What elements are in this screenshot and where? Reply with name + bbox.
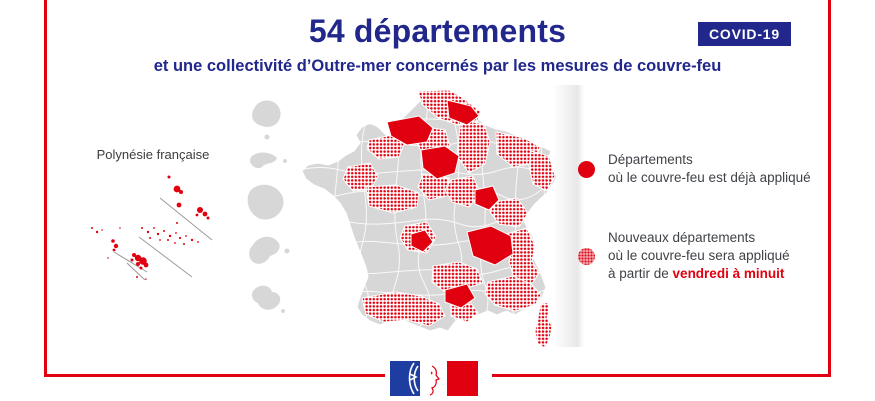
legend-upcoming-line3: à partir de vendredi à minuit bbox=[608, 265, 790, 283]
section-divider bbox=[552, 85, 585, 347]
frame-border-right bbox=[828, 0, 831, 377]
new-curfew-departments bbox=[342, 89, 556, 349]
logo-blue-block bbox=[390, 361, 420, 396]
logo-flag-waves bbox=[408, 362, 419, 395]
logo-face-cutout bbox=[440, 361, 447, 396]
legend-item-upcoming: Nouveaux départements où le couvre-feu s… bbox=[578, 229, 790, 283]
legend-applied-line2: où le couvre-feu est déjà appliqué bbox=[608, 170, 811, 185]
legend-upcoming-line2: où le couvre-feu sera appliqué bbox=[608, 248, 790, 263]
marianne-profile-icon bbox=[429, 365, 440, 396]
frame-border-bottom-left bbox=[44, 374, 385, 377]
page-title: 54 départements bbox=[308, 13, 567, 49]
applied-curfew-departments bbox=[386, 99, 514, 309]
page-subtitle: et une collectivité d’Outre-mer concerné… bbox=[153, 57, 722, 75]
corsica bbox=[534, 302, 553, 349]
polynesia-label: Polynésie française bbox=[96, 147, 210, 162]
polynesia-map bbox=[91, 175, 213, 281]
legend-upcoming-line1: Nouveaux départements bbox=[608, 230, 756, 245]
legend-upcoming-line3-prefix: à partir de bbox=[608, 266, 673, 281]
legend-applied-line1: Départements bbox=[608, 152, 693, 167]
frame-border-left bbox=[44, 0, 47, 377]
covid19-badge: COVID-19 bbox=[698, 22, 791, 46]
french-government-logo bbox=[390, 361, 478, 396]
logo-red-block bbox=[447, 361, 478, 396]
overseas-territories-map bbox=[247, 100, 290, 313]
solid-red-dot-icon bbox=[578, 160, 595, 178]
dotted-red-dot-icon bbox=[578, 247, 595, 265]
france-map bbox=[301, 89, 558, 349]
legend-item-applied: Départements où le couvre-feu est déjà a… bbox=[578, 151, 811, 187]
frame-border-bottom-right bbox=[492, 374, 831, 377]
legend-upcoming-deadline: vendredi à minuit bbox=[672, 266, 785, 281]
